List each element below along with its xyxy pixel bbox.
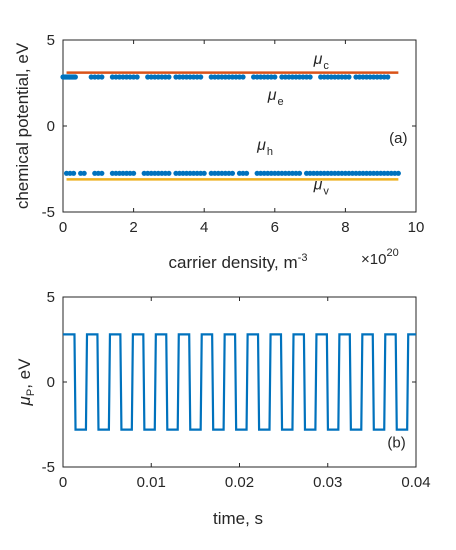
point-mu-e — [166, 74, 172, 80]
panel-a-ticks: 0 2 4 6 8 10-505 — [42, 32, 425, 236]
panel-b: 0 0.01 0.02 0.03 0.04-505 time, s μP, eV (b) — [15, 289, 431, 528]
point-mu-h — [229, 170, 236, 176]
point-mu-e — [99, 74, 105, 80]
y-tick-label: -5 — [42, 204, 55, 221]
panel-tag-a: (a) — [389, 130, 407, 147]
x-tick-label: 0.02 — [225, 474, 254, 491]
panel-b-ticks: 0 0.01 0.02 0.03 0.04-505 — [42, 289, 431, 491]
point-mu-e — [272, 74, 278, 80]
series-mu-p-waveform — [63, 333, 416, 431]
y-tick-label: 5 — [47, 32, 55, 49]
y-tick-label: 0 — [47, 118, 55, 135]
panel-a-axes-box — [62, 39, 417, 213]
panel-a-x-multiplier: ×1020 — [361, 247, 399, 268]
panel-tag-b: (b) — [387, 434, 405, 451]
point-mu-h — [201, 170, 207, 176]
point-mu-e — [72, 74, 78, 80]
label-mu-v: μv — [313, 177, 330, 198]
panel-b-x-axis-label: time, s — [213, 509, 263, 528]
point-mu-e — [346, 74, 352, 80]
point-mu-e — [240, 74, 246, 80]
x-tick-label: 0 — [59, 474, 67, 491]
label-mu-h: μh — [256, 137, 273, 158]
panel-a-marks — [60, 71, 401, 181]
x-tick-label: 10 — [408, 219, 425, 236]
panel-b-labels: (b) — [387, 434, 405, 451]
label-mu-c: μc — [313, 51, 330, 72]
point-mu-h — [395, 170, 401, 176]
x-tick-label: 6 — [271, 219, 279, 236]
x-tick-label: 0 — [59, 219, 67, 236]
panel-a: 0 2 4 6 8 10-505 carrier density, m-3 ×1020 c… — [13, 32, 424, 272]
point-mu-e — [134, 74, 140, 80]
panel-a-y-axis-label: chemical potential, eV — [13, 42, 32, 209]
point-mu-e — [307, 74, 313, 80]
point-mu-h — [99, 170, 105, 176]
point-mu-e — [385, 74, 391, 80]
panel-a-x-axis-label: carrier density, m-3 — [169, 252, 308, 272]
x-tick-label: 0.03 — [313, 474, 342, 491]
y-tick-label: 5 — [47, 289, 55, 306]
y-tick-label: 0 — [47, 374, 55, 391]
y-tick-label: -5 — [42, 459, 55, 476]
x-tick-label: 2 — [129, 219, 137, 236]
panel-b-y-axis-label: μP, eV — [15, 358, 37, 407]
point-mu-h — [81, 170, 87, 176]
x-tick-label: 0.04 — [401, 474, 430, 491]
panel-b-axes-box — [62, 296, 417, 468]
point-mu-e — [198, 74, 204, 80]
point-mu-h — [131, 170, 137, 176]
point-mu-h — [296, 170, 303, 176]
point-mu-h — [243, 170, 250, 176]
point-mu-h — [70, 170, 77, 176]
point-mu-h — [166, 170, 172, 176]
x-tick-label: 0.01 — [137, 474, 166, 491]
panel-a-series-labels: μc μv μe μh (a) — [256, 51, 407, 198]
panel-b-marks — [63, 333, 416, 431]
x-tick-label: 4 — [200, 219, 208, 236]
label-mu-e: μe — [267, 87, 284, 108]
x-tick-label: 8 — [341, 219, 349, 236]
